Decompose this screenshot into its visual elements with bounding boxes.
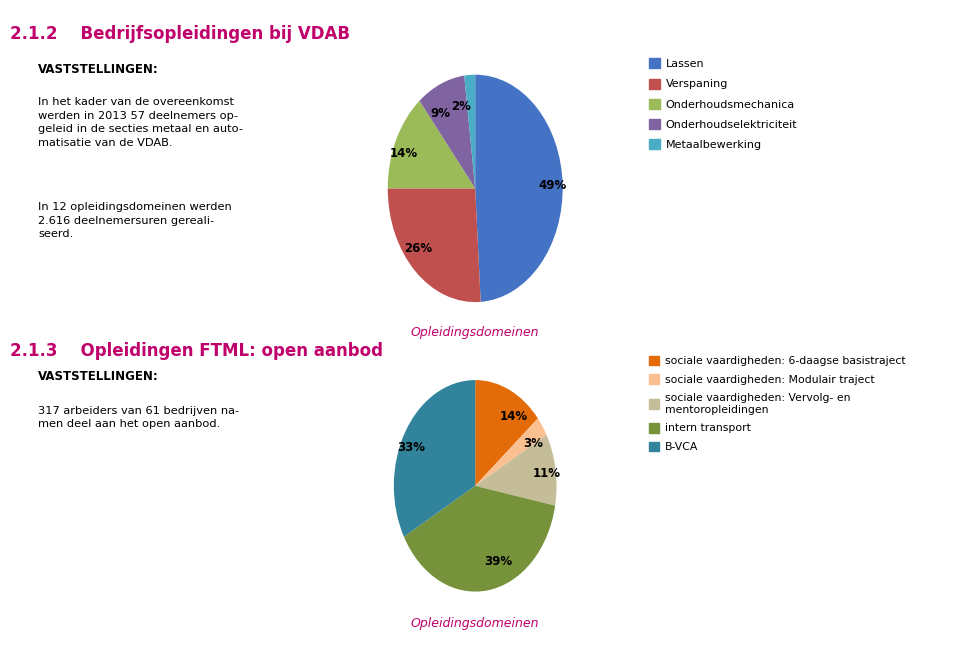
Text: VASTSTELLINGEN:: VASTSTELLINGEN: <box>38 370 159 383</box>
Text: 26%: 26% <box>404 241 432 254</box>
Text: 2.1.2    Bedrijfsopleidingen bij VDAB: 2.1.2 Bedrijfsopleidingen bij VDAB <box>10 24 349 43</box>
Text: 11%: 11% <box>533 467 561 481</box>
Text: In het kader van de overeenkomst
werden in 2013 57 deelnemers op-
geleid in de s: In het kader van de overeenkomst werden … <box>38 97 244 148</box>
Text: 39%: 39% <box>485 555 513 568</box>
Text: 33%: 33% <box>396 441 424 453</box>
Text: Opleidingsdomeinen: Opleidingsdomeinen <box>411 326 540 338</box>
Text: 3%: 3% <box>523 436 543 449</box>
Wedge shape <box>475 435 557 506</box>
Text: 7: 7 <box>938 641 948 656</box>
Wedge shape <box>404 486 555 592</box>
Text: 2%: 2% <box>451 100 471 113</box>
Text: 14%: 14% <box>500 410 528 424</box>
Legend: sociale vaardigheden: 6-daagse basistraject, sociale vaardigheden: Modulair traj: sociale vaardigheden: 6-daagse basistraj… <box>649 356 905 452</box>
Wedge shape <box>475 418 546 486</box>
Wedge shape <box>465 75 475 188</box>
Wedge shape <box>420 75 475 188</box>
Legend: Lassen, Verspaning, Onderhoudsmechanica, Onderhoudselektriciteit, Metaalbewerkin: Lassen, Verspaning, Onderhoudsmechanica,… <box>649 58 797 150</box>
Wedge shape <box>475 75 563 302</box>
Text: VASTSTELLINGEN:: VASTSTELLINGEN: <box>38 63 159 76</box>
Text: 317 arbeiders van 61 bedrijven na-
men deel aan het open aanbod.: 317 arbeiders van 61 bedrijven na- men d… <box>38 406 240 430</box>
Text: 49%: 49% <box>539 179 566 192</box>
Text: 2.1.3    Opleidingen FTML: open aanbod: 2.1.3 Opleidingen FTML: open aanbod <box>10 342 383 360</box>
Wedge shape <box>394 380 475 537</box>
Wedge shape <box>388 100 475 188</box>
Text: Opleidingsdomeinen: Opleidingsdomeinen <box>411 617 540 631</box>
Text: 9%: 9% <box>430 107 450 120</box>
Wedge shape <box>388 188 481 302</box>
Text: In 12 opleidingsdomeinen werden
2.616 deelnemersuren gereali-
seerd.: In 12 opleidingsdomeinen werden 2.616 de… <box>38 202 232 239</box>
Text: 14%: 14% <box>390 147 419 160</box>
Wedge shape <box>475 380 538 486</box>
